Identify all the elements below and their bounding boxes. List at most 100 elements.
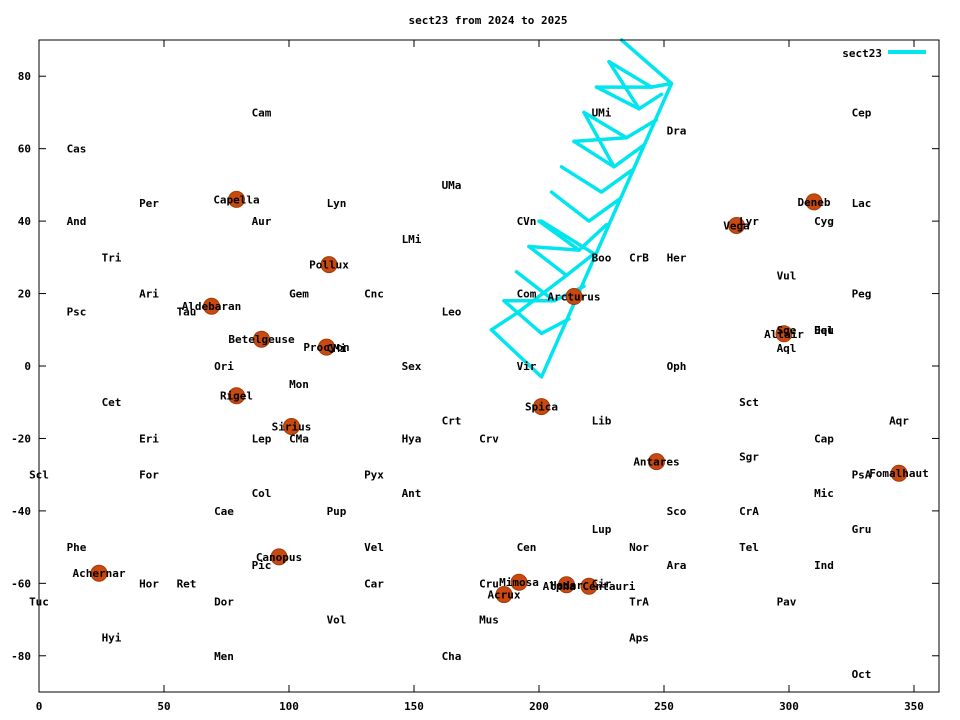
x-tick-label: 200 bbox=[529, 700, 549, 713]
sector-line-segment bbox=[549, 190, 621, 223]
constellation-label: Lyr bbox=[739, 215, 759, 228]
axes-layer: 0 50 100 150 200 250 300 350 -80 -60 -40 -20 0 20 40 60… bbox=[11, 39, 940, 713]
constellation-label: Oct bbox=[852, 668, 872, 681]
constellation-label: Gem bbox=[289, 288, 309, 301]
y-tick-label: -60 bbox=[11, 577, 31, 590]
constellation-label: Pic bbox=[252, 559, 272, 572]
constellation-label: Crt bbox=[442, 414, 462, 427]
constellation-label: Dra bbox=[667, 125, 687, 138]
constellation-label: Lib bbox=[592, 414, 612, 427]
constellation-label: Hyi bbox=[102, 632, 122, 645]
y-tick-label: -20 bbox=[11, 432, 31, 445]
constellation-label: Aql bbox=[777, 342, 797, 355]
star-marker bbox=[228, 190, 245, 208]
star-marker bbox=[558, 576, 575, 594]
constellation-label: Gru bbox=[852, 523, 872, 536]
star-marker bbox=[270, 548, 288, 566]
bright-star-labels-layer: Capella Pollux Aldebaran Betelgeuse Procyon R… bbox=[73, 193, 929, 601]
star-marker bbox=[318, 338, 335, 356]
star-label: Canopus bbox=[256, 551, 302, 564]
constellation-labels-layer: Cam Cas UMa UMi Dra Cep Per Lyn Lac And Aur CVn Lyr C… bbox=[29, 106, 909, 680]
constellation-label: Ari bbox=[139, 288, 159, 301]
legend: sect23 bbox=[842, 47, 926, 60]
star-label: Spica bbox=[525, 401, 558, 414]
star-label: Aldebaran bbox=[182, 300, 242, 313]
constellation-label: Dor bbox=[214, 595, 234, 608]
constellation-label: Mus bbox=[479, 614, 499, 627]
constellation-label: TrA bbox=[629, 595, 649, 608]
constellation-label: CrB bbox=[629, 251, 649, 264]
constellation-label: Men bbox=[214, 650, 234, 663]
chart-title: sect23 from 2024 to 2025 bbox=[409, 14, 568, 27]
constellation-label: Pav bbox=[777, 595, 797, 608]
star-label: Rigel bbox=[220, 390, 253, 403]
x-tick-label: 350 bbox=[904, 700, 924, 713]
constellation-label: Com bbox=[517, 288, 537, 301]
constellation-label: Aqr bbox=[889, 414, 909, 427]
y-tick-label: 40 bbox=[18, 215, 31, 228]
star-label: Vega bbox=[723, 219, 750, 232]
constellation-label: LMi bbox=[402, 233, 422, 246]
star-label: Sirius bbox=[272, 420, 312, 433]
x-tick-label: 50 bbox=[157, 700, 170, 713]
star-marker bbox=[253, 330, 270, 348]
star-label: Alpha Centauri bbox=[543, 580, 636, 593]
constellation-label: Col bbox=[252, 487, 272, 500]
constellation-label: Her bbox=[667, 251, 687, 264]
sector-line-segment bbox=[527, 244, 581, 252]
sector-line-segment bbox=[582, 110, 616, 169]
constellation-label: Cnc bbox=[364, 288, 384, 301]
star-marker bbox=[648, 453, 665, 471]
constellation-label: Ret bbox=[177, 577, 197, 590]
constellation-label: Equ bbox=[814, 324, 834, 337]
constellation-label: Cha bbox=[442, 650, 462, 663]
constellation-label: Mic bbox=[814, 487, 834, 500]
x-tick-label: 0 bbox=[36, 700, 43, 713]
constellation-label: UMa bbox=[442, 179, 462, 192]
constellation-label: Ant bbox=[402, 487, 422, 500]
x-tick-label: 250 bbox=[654, 700, 674, 713]
constellation-label: Lac bbox=[852, 197, 872, 210]
constellation-label: Cyg bbox=[814, 215, 834, 228]
constellation-label: Hor bbox=[139, 577, 159, 590]
x-tick-label: 300 bbox=[779, 700, 799, 713]
sector-line-segment bbox=[559, 165, 634, 194]
star-label: Achernar bbox=[73, 567, 126, 580]
star-label: Fomalhaut bbox=[869, 467, 929, 480]
y-tick-label: 0 bbox=[24, 360, 31, 373]
constellation-label: Cen bbox=[517, 541, 537, 554]
star-marker bbox=[90, 564, 108, 582]
constellation-label: Cas bbox=[67, 143, 87, 156]
star-label: Pollux bbox=[309, 259, 349, 272]
constellation-label: Cru bbox=[479, 577, 499, 590]
constellation-label: Vel bbox=[364, 541, 384, 554]
constellation-label: Sgr bbox=[739, 451, 759, 464]
constellation-label: Per bbox=[139, 197, 159, 210]
constellation-label: Cep bbox=[852, 106, 872, 119]
star-marker bbox=[203, 297, 220, 315]
constellation-label: Del bbox=[814, 324, 834, 337]
constellation-label: CMi bbox=[327, 342, 347, 355]
star-marker bbox=[283, 417, 300, 435]
y-tick-label: -40 bbox=[11, 505, 31, 518]
star-marker bbox=[495, 586, 513, 604]
constellation-label: And bbox=[67, 215, 87, 228]
star-label: Mimosa bbox=[499, 576, 539, 589]
star-label: Capella bbox=[213, 193, 259, 206]
constellation-label: CVn bbox=[517, 215, 537, 228]
constellation-label: Lup bbox=[592, 523, 612, 536]
sector-line-segment bbox=[539, 219, 596, 256]
constellation-label: Eri bbox=[139, 432, 159, 445]
sector-line-segment bbox=[489, 309, 521, 332]
constellation-label: Oph bbox=[667, 360, 687, 373]
legend-label: sect23 bbox=[842, 47, 882, 60]
constellation-label: Mon bbox=[289, 378, 309, 391]
star-label: Deneb bbox=[797, 196, 830, 209]
constellation-label: Leo bbox=[442, 306, 462, 319]
star-marker bbox=[775, 325, 793, 343]
constellation-label: Hya bbox=[402, 432, 422, 445]
constellation-label: Vol bbox=[327, 614, 347, 627]
sector-line-segment bbox=[502, 299, 571, 336]
star-marker bbox=[580, 577, 598, 595]
